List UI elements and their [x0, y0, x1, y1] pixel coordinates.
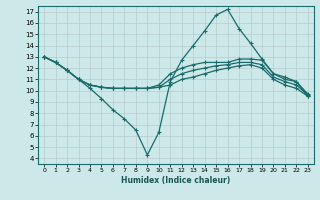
- X-axis label: Humidex (Indice chaleur): Humidex (Indice chaleur): [121, 176, 231, 185]
